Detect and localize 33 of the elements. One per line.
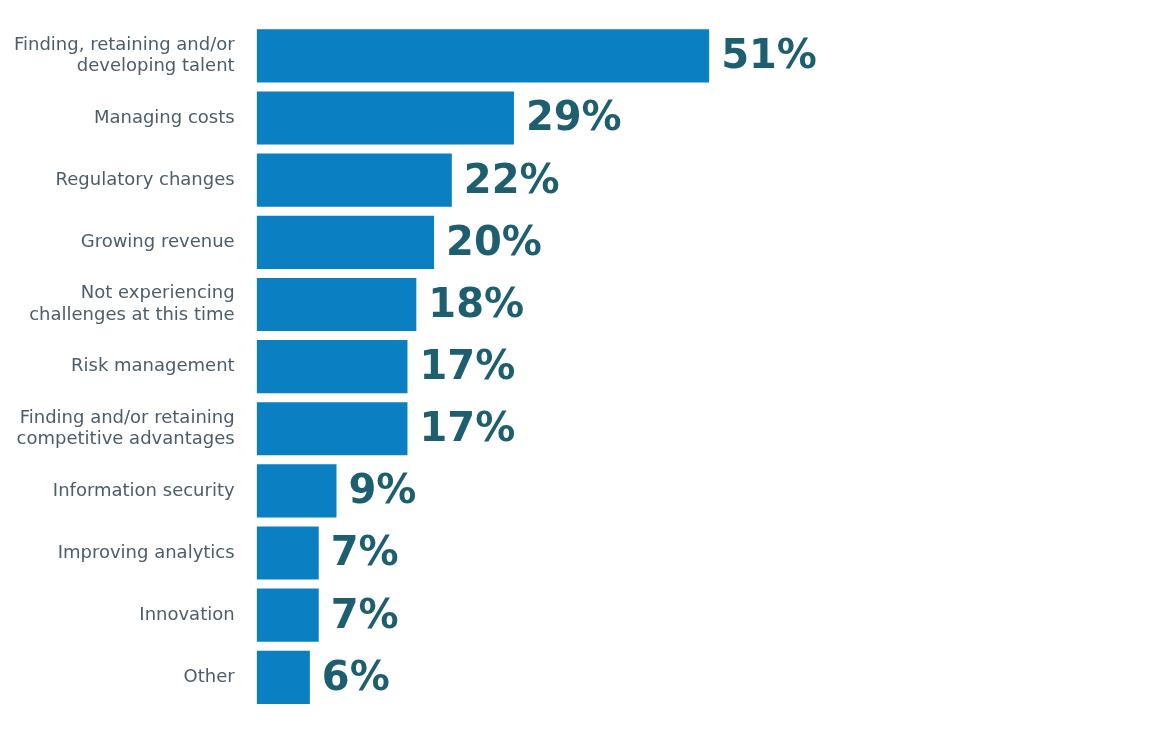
data-label: 7%	[330, 590, 399, 637]
bar	[256, 402, 408, 456]
data-label: 29%	[525, 93, 622, 140]
y-tick-label: Finding and/or retaining competitive advantages	[16, 405, 235, 449]
y-tick-label: Managing costs	[93, 105, 235, 127]
data-label: 6%	[321, 652, 390, 699]
y-tick-label: Improving analytics	[57, 540, 235, 562]
y-tick-label: Growing revenue	[80, 229, 235, 251]
data-label: 17%	[419, 404, 516, 451]
bar	[256, 215, 435, 269]
bar	[256, 650, 310, 704]
y-tick-label: Finding, retaining and/or developing talent	[13, 32, 236, 76]
y-tick-label: Other	[183, 665, 236, 686]
bar	[256, 153, 452, 207]
data-label: 22%	[463, 155, 560, 202]
bar	[256, 91, 514, 145]
data-label: 17%	[419, 341, 516, 388]
bar	[256, 526, 319, 580]
bar	[256, 29, 710, 83]
data-label: 51%	[721, 31, 817, 78]
data-label: 7%	[330, 528, 399, 575]
y-tick-label: Innovation	[139, 602, 235, 624]
bar	[256, 277, 417, 332]
bar	[256, 464, 337, 518]
y-tick-label: Not experiencing challenges at this time	[29, 281, 235, 324]
data-label: 20%	[446, 217, 542, 264]
bar	[256, 340, 408, 394]
bar	[256, 588, 319, 642]
data-label: 18%	[428, 279, 525, 326]
y-tick-label: Regulatory changes	[55, 167, 235, 189]
y-tick-label: Information security	[52, 478, 235, 500]
data-label: 9%	[348, 466, 417, 513]
y-tick-label: Risk management	[71, 354, 235, 376]
